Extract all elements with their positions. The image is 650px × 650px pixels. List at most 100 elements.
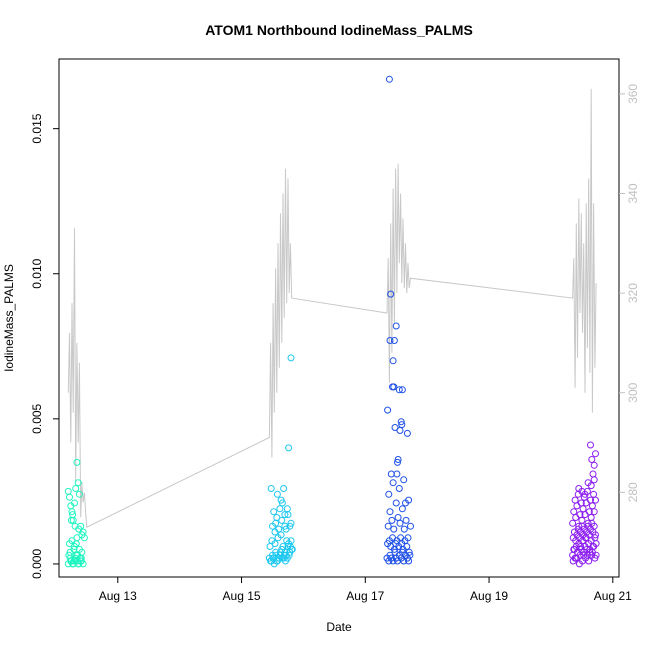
data-point — [64, 487, 72, 495]
data-point — [574, 548, 581, 556]
data-point — [68, 508, 76, 516]
data-point — [388, 516, 396, 524]
data-point — [589, 470, 597, 478]
data-point — [592, 551, 600, 559]
data-point — [577, 499, 585, 507]
data-point — [386, 337, 394, 344]
data-point — [287, 354, 295, 362]
data-point — [285, 540, 293, 548]
data-point — [400, 476, 408, 484]
data-point — [573, 502, 581, 510]
data-point — [70, 545, 78, 553]
data-point — [580, 493, 588, 501]
data-point — [590, 461, 598, 469]
data-point — [397, 418, 405, 426]
y2-tick-label: 340 — [626, 183, 640, 203]
point-group-1 — [64, 458, 88, 568]
data-point — [74, 479, 82, 487]
data-point — [398, 505, 406, 513]
point-group-2 — [265, 354, 296, 568]
data-point — [66, 493, 73, 501]
data-point — [273, 514, 281, 521]
data-point — [279, 543, 287, 550]
data-point — [577, 543, 585, 550]
data-point — [69, 511, 77, 519]
x-tick-label: Aug 13 — [99, 589, 137, 603]
data-point — [576, 511, 584, 519]
x-tick-label: Aug 15 — [223, 589, 261, 603]
data-point — [392, 322, 400, 330]
data-point — [267, 485, 275, 492]
y-axis-label: IodineMass_PALMS — [2, 264, 16, 372]
data-point — [588, 456, 596, 463]
y-tick-label: 0.005 — [30, 403, 44, 433]
data-point — [569, 519, 577, 527]
plot-frame — [58, 58, 620, 578]
data-point — [570, 508, 578, 516]
data-point — [278, 516, 286, 524]
data-point — [592, 531, 599, 539]
data-point — [77, 554, 85, 562]
data-point — [571, 496, 579, 504]
series-line — [67, 88, 597, 528]
data-point — [73, 534, 81, 542]
data-point — [588, 502, 596, 510]
data-point — [575, 522, 583, 530]
data-point — [285, 444, 293, 452]
data-point — [587, 441, 594, 449]
data-point — [580, 551, 588, 559]
y-tick-label: 0.010 — [30, 258, 44, 288]
data-point — [586, 548, 594, 556]
data-point — [384, 406, 392, 414]
data-point — [385, 490, 393, 498]
x-tick-label: Aug 21 — [594, 589, 632, 603]
data-point — [271, 528, 279, 536]
data-point — [585, 508, 593, 516]
data-point — [402, 516, 410, 524]
data-point — [288, 545, 296, 553]
data-point — [384, 522, 392, 530]
data-point — [75, 525, 83, 533]
data-point — [590, 490, 598, 498]
data-point — [283, 505, 291, 513]
data-point — [387, 290, 395, 298]
data-point — [80, 534, 88, 542]
point-group-4 — [569, 441, 600, 568]
data-point — [389, 357, 397, 365]
data-point — [390, 337, 398, 344]
data-point — [396, 427, 404, 434]
data-point — [589, 543, 597, 550]
data-point — [572, 514, 580, 521]
data-point — [590, 522, 598, 530]
data-point — [270, 508, 278, 516]
y2-tick-label: 320 — [626, 283, 640, 303]
data-point — [407, 522, 414, 530]
data-point — [587, 514, 595, 521]
data-point — [395, 386, 403, 394]
data-point — [590, 476, 598, 484]
y-tick-label: 0.000 — [30, 549, 44, 579]
data-point — [386, 508, 394, 516]
data-point — [393, 470, 401, 478]
data-point — [276, 505, 284, 513]
x-tick-label: Aug 17 — [346, 589, 384, 603]
data-point — [286, 522, 294, 530]
data-point — [396, 519, 404, 527]
data-point — [280, 485, 288, 492]
x-axis-label: Date — [326, 620, 352, 634]
data-point — [585, 557, 593, 565]
plot-layer — [64, 75, 600, 568]
data-point — [285, 551, 293, 559]
y2-tick-label: 300 — [626, 382, 640, 402]
data-point — [394, 458, 401, 466]
data-point — [395, 485, 403, 492]
data-point — [403, 543, 411, 550]
data-point — [394, 456, 402, 463]
data-point — [72, 540, 80, 548]
data-point — [394, 514, 402, 521]
data-point — [579, 505, 587, 513]
point-group-3 — [383, 75, 414, 565]
chart-title: ATOM1 Northbound IodineMass_PALMS — [205, 22, 473, 38]
data-point — [592, 450, 599, 458]
